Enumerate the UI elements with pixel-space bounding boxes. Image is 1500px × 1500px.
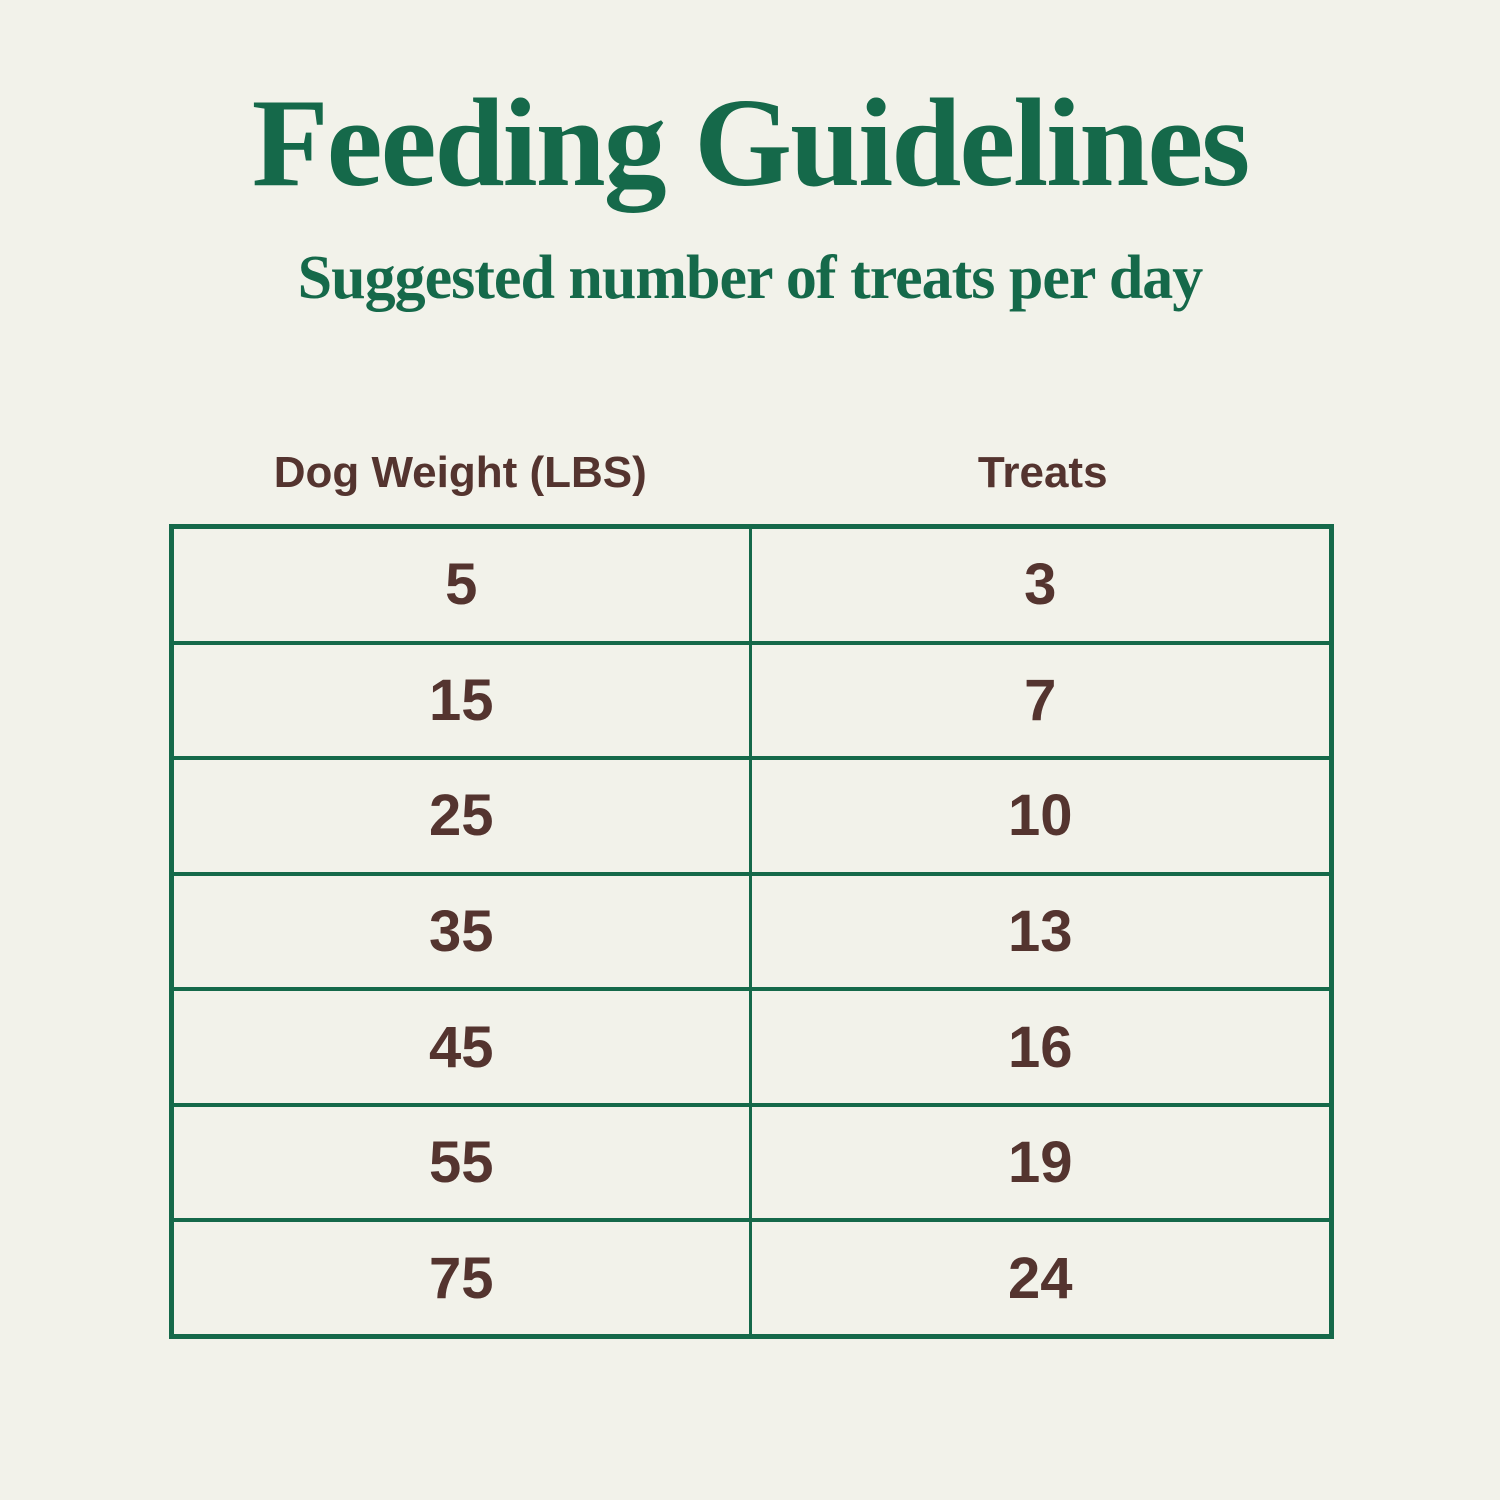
column-header-treats: Treats [977,448,1108,497]
treats-cell: 10 [1007,783,1073,849]
treats-cell: 24 [1007,1245,1073,1311]
treats-cell: 19 [1007,1130,1073,1196]
weight-cell: 75 [174,1222,752,1335]
column-header-dog-weight: Dog Weight (LBS) [273,448,647,497]
page-subtitle: Suggested number of treats per day [297,244,1204,312]
treats-cell: 13 [1007,899,1073,965]
weight-cell: 15 [174,644,752,757]
page-title: Feeding Guidelines [251,74,1251,213]
weight-cell: 25 [174,760,752,872]
treats-cell: 7 [1024,667,1057,733]
feeding-table: 5 3 15 7 25 10 35 13 45 16 55 19 75 24 [169,524,1334,1339]
table-column-headers: Dog Weight (LBS) Treats [169,448,1334,498]
table-row: 55 19 [174,1106,1329,1223]
treats-cell: 16 [1007,1014,1073,1080]
table-row: 25 10 [174,760,1329,876]
treats-cell: 3 [1024,552,1057,618]
table-row: 5 3 [174,529,1329,645]
table-row: 75 24 [174,1222,1329,1335]
weight-cell: 55 [174,1106,752,1219]
weight-cell: 5 [174,529,752,641]
table-row: 35 13 [174,875,1329,992]
table-row: 15 7 [174,644,1329,761]
weight-cell: 35 [174,875,752,988]
weight-cell: 45 [174,991,752,1103]
table-row: 45 16 [174,991,1329,1107]
